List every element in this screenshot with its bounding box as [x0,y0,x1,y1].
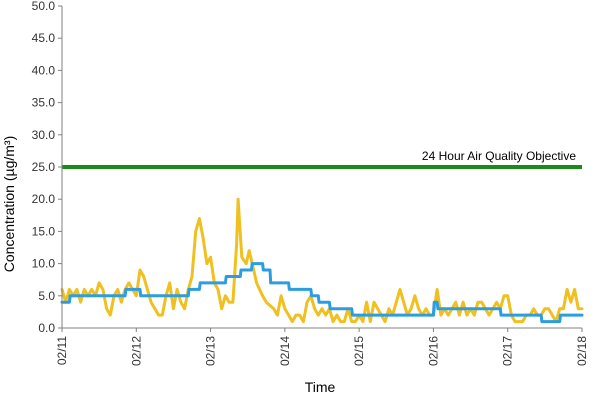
x-tick-label: 02/13 [204,336,218,366]
objective-label: 24 Hour Air Quality Objective [422,149,576,163]
y-tick-label: 50.0 [32,0,56,13]
y-tick-label: 25.0 [32,160,56,174]
y-tick-label: 40.0 [32,63,56,77]
y-axis-ticks: 0.0 5.0 10.0 15.0 20.0 25.0 30.0 35.0 40.0 45.0 50… [32,0,62,335]
y-tick-label: 5.0 [38,289,55,303]
series-layer [60,197,584,324]
y-tick-label: 0.0 [38,321,55,335]
series-line-hourly [60,197,584,324]
x-tick-label: 02/14 [278,336,292,366]
y-axis-title: Concentration (µg/m³) [1,136,17,272]
x-tick-label: 02/12 [129,336,143,366]
x-tick-label: 02/17 [501,336,515,366]
y-tick-label: 10.0 [32,257,56,271]
x-axis-title: Time [305,379,336,395]
x-tick-label: 02/18 [575,336,589,366]
x-tick-label: 02/11 [55,336,69,365]
series-line-rolling [60,262,584,324]
x-axis-ticks: 02/11 02/12 02/13 02/14 02/15 02/16 02/17 02/18 [55,328,589,366]
y-tick-label: 35.0 [32,96,56,110]
y-tick-label: 45.0 [32,31,56,45]
x-tick-label: 02/16 [426,336,440,366]
y-tick-label: 15.0 [32,224,56,238]
y-tick-label: 30.0 [32,128,56,142]
x-tick-label: 02/15 [352,336,366,366]
y-tick-label: 20.0 [32,192,56,206]
